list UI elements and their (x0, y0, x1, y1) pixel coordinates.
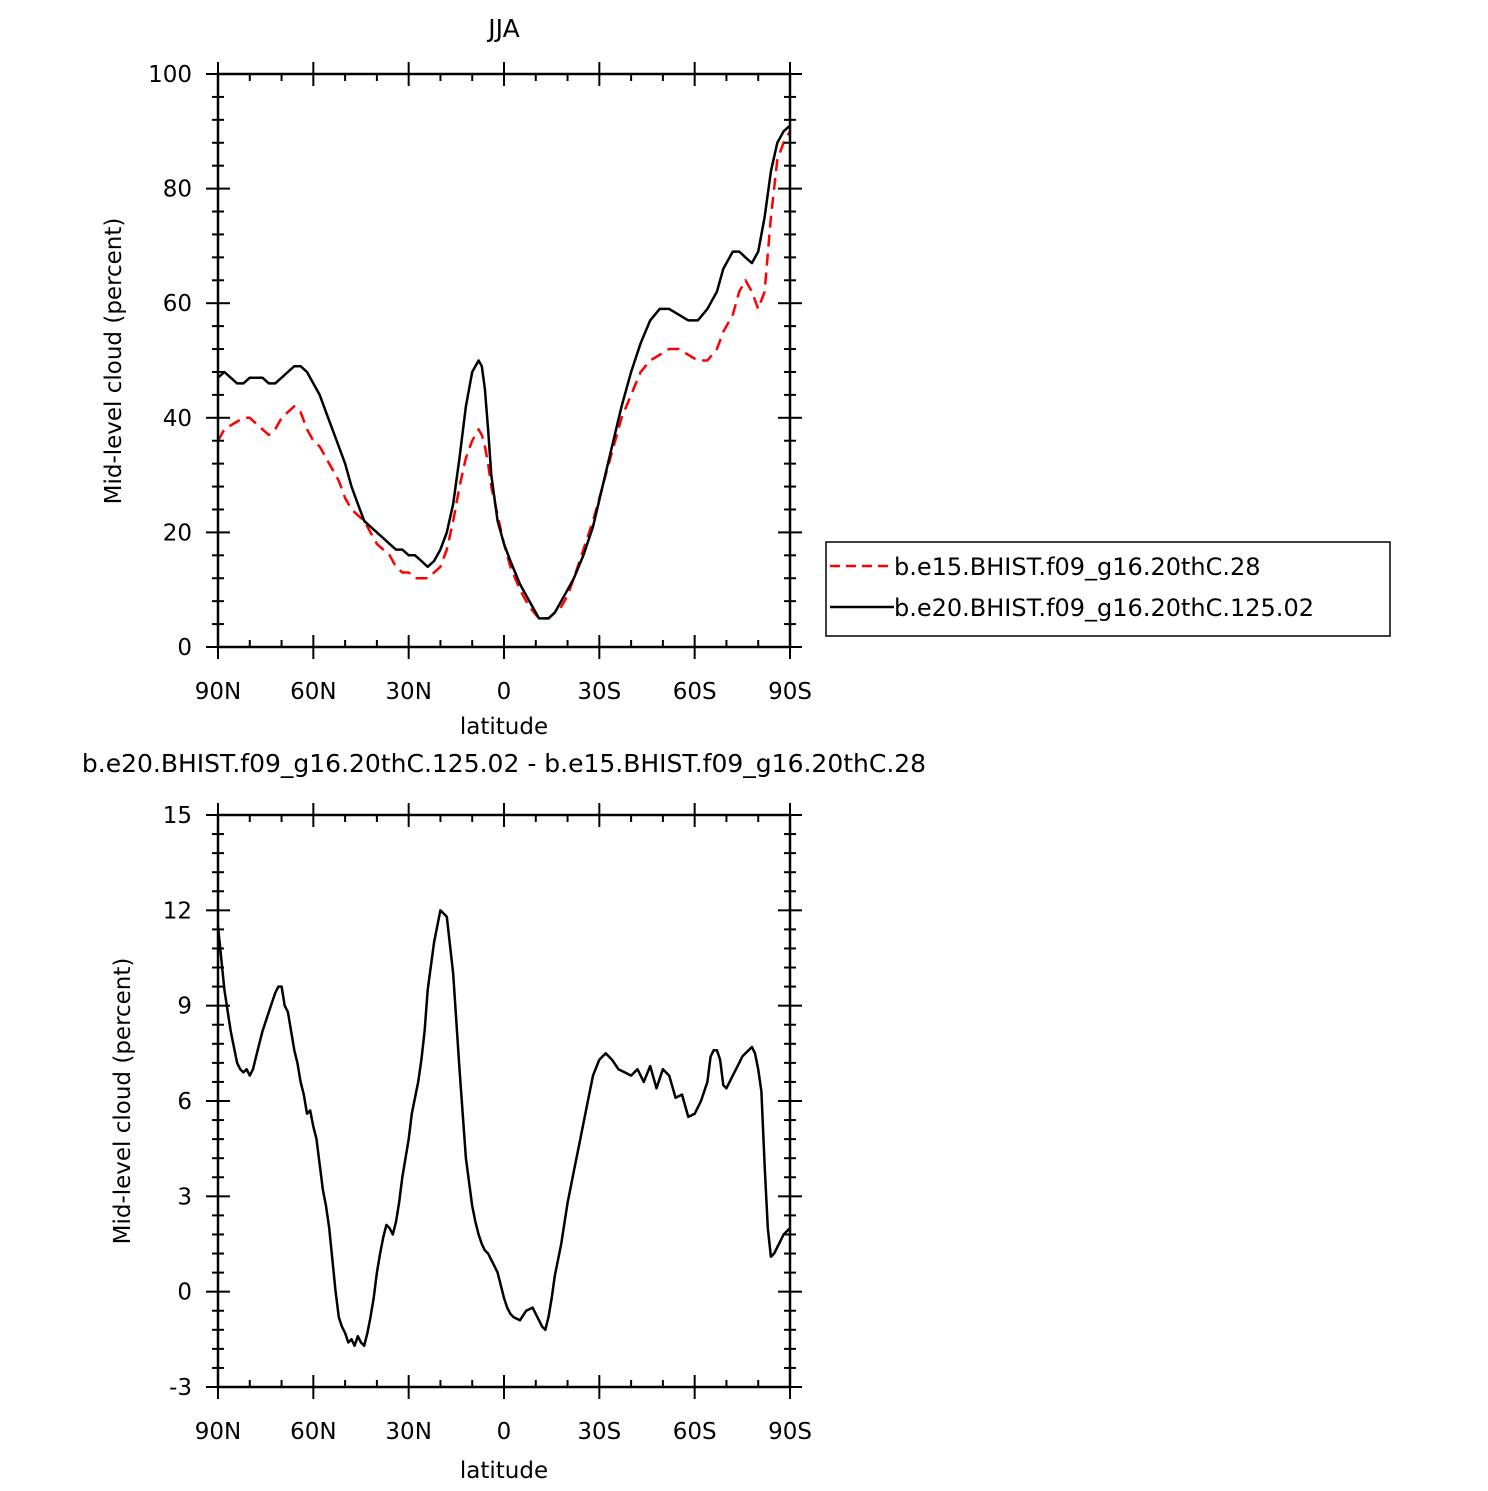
top-x-tick-labels: 90N 60N 30N 0 30S 60S 90S (195, 679, 812, 705)
bottom-x-tick-label: 0 (497, 1419, 512, 1445)
top-y-tick-labels: 0 20 40 60 80 100 (148, 62, 192, 661)
top-x-tick-label: 30N (385, 679, 431, 705)
top-x-tick-label: 0 (497, 679, 512, 705)
top-x-tick-label: 60S (673, 679, 717, 705)
bottom-panel: b.e20.BHIST.f09_g16.20thC.125.02 - b.e15… (82, 749, 926, 1484)
bottom-x-axis-label: latitude (460, 1458, 548, 1484)
bottom-y-axis-label: Mid-level cloud (percent) (110, 958, 136, 1245)
bottom-x-tick-label: 90S (768, 1419, 812, 1445)
bottom-series-lines (216, 909, 791, 1347)
bottom-y-tick-label: 9 (177, 994, 192, 1020)
top-panel: JJA 0 20 40 60 80 100 90N 60N 30N 0 30S 60S 90S lat… (101, 14, 812, 740)
bottom-y-tick-label: 12 (163, 898, 192, 924)
legend-label-series-2: b.e20.BHIST.f09_g16.20thC.125.02 (894, 594, 1314, 622)
top-y-axis-label: Mid-level cloud (percent) (101, 218, 127, 505)
legend-box (825, 541, 1391, 637)
top-y-tick-label: 40 (163, 406, 192, 432)
bottom-x-tick-label: 30S (577, 1419, 621, 1445)
bottom-y-tick-label: 6 (177, 1089, 192, 1115)
top-panel-title: JJA (486, 14, 519, 43)
top-series-lines (216, 124, 792, 620)
top-series-line-2 (217, 124, 791, 620)
top-y-tick-label: 20 (163, 520, 192, 546)
top-x-tick-label: 90S (768, 679, 812, 705)
bottom-x-tick-label: 90N (195, 1419, 241, 1445)
top-x-tick-label: 30S (577, 679, 621, 705)
top-x-axis-label: latitude (460, 714, 548, 740)
top-x-tick-label: 60N (290, 679, 336, 705)
top-axis-ticks (206, 62, 802, 659)
bottom-y-tick-label: 3 (177, 1184, 192, 1210)
top-y-tick-label: 100 (148, 62, 192, 88)
bottom-panel-title: b.e20.BHIST.f09_g16.20thC.125.02 - b.e15… (82, 749, 926, 778)
bottom-x-tick-label: 60N (290, 1419, 336, 1445)
bottom-x-tick-label: 30N (385, 1419, 431, 1445)
top-y-tick-label: 0 (177, 635, 192, 661)
top-y-tick-label: 60 (163, 291, 192, 317)
legend: b.e15.BHIST.f09_g16.20thC.28 b.e20.BHIST… (825, 541, 1391, 637)
bottom-y-tick-label: 0 (177, 1280, 192, 1306)
bottom-x-tick-label: 60S (673, 1419, 717, 1445)
bottom-series-line-1 (216, 909, 791, 1347)
top-y-tick-label: 80 (163, 177, 192, 203)
top-plot-frame (216, 72, 792, 649)
top-series-line-1 (216, 130, 792, 620)
bottom-y-tick-label: 15 (163, 803, 192, 829)
top-x-tick-label: 90N (195, 679, 241, 705)
bottom-x-tick-labels: 90N 60N 30N 0 30S 60S 90S (195, 1419, 812, 1445)
bottom-y-tick-labels: -3 0 3 6 9 12 15 (163, 803, 192, 1401)
bottom-plot-frame (216, 813, 792, 1389)
bottom-axis-ticks (206, 803, 802, 1399)
bottom-y-tick-label: -3 (169, 1375, 192, 1401)
legend-label-series-1: b.e15.BHIST.f09_g16.20thC.28 (894, 553, 1261, 581)
